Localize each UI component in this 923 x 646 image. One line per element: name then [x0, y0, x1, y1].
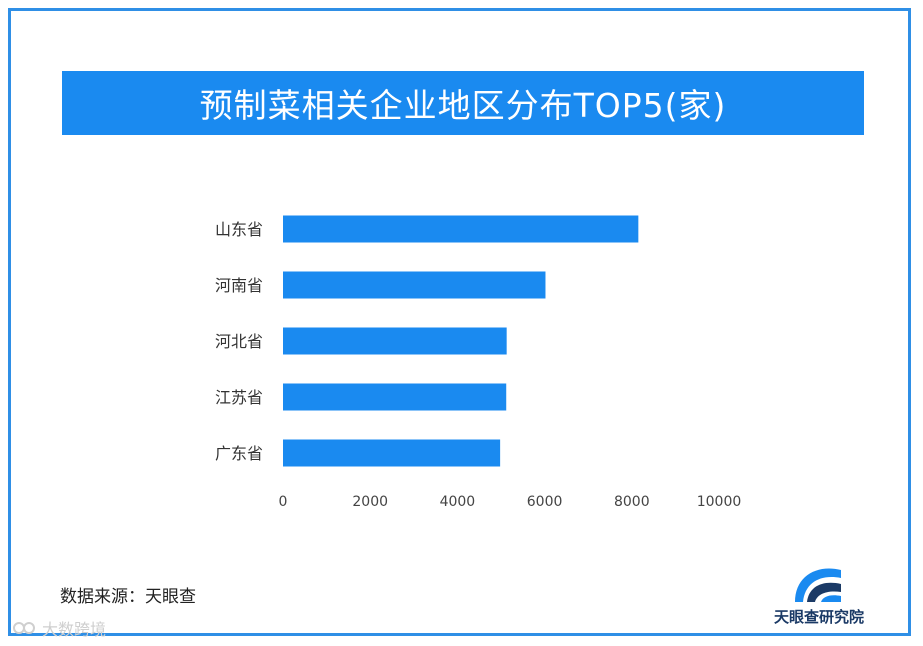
x-tick-label: 4000 — [440, 494, 476, 510]
brand-name: 天眼查研究院 — [773, 608, 864, 626]
watermark: 大数跨境 — [12, 616, 106, 640]
brand-block: 天眼查研究院 — [764, 560, 874, 627]
tianyancha-logo-icon — [795, 568, 841, 602]
watermark-text: 大数跨境 — [42, 620, 107, 639]
title-banner: 预制菜相关企业地区分布TOP5(家) — [62, 71, 864, 135]
x-tick-label: 2000 — [352, 494, 388, 510]
bar-4 — [283, 383, 507, 411]
data-source-note: 数据来源：天眼查 — [60, 587, 196, 607]
category-label: 江苏省 — [215, 388, 263, 407]
bar-1 — [283, 215, 639, 243]
category-label: 山东省 — [215, 220, 263, 239]
category-label: 河北省 — [215, 332, 263, 351]
x-tick-label: 0 — [279, 494, 288, 510]
x-tick-label: 10000 — [697, 494, 742, 510]
bar-2 — [283, 271, 546, 299]
category-label: 广东省 — [215, 444, 263, 463]
bar-3 — [283, 327, 507, 355]
category-label: 河南省 — [215, 276, 263, 295]
bar-5 — [283, 439, 501, 467]
chart-title: 预制菜相关企业地区分布TOP5(家) — [199, 86, 727, 125]
watermark-logo-icon — [13, 622, 35, 634]
x-tick-label: 6000 — [527, 494, 563, 510]
x-tick-label: 8000 — [614, 494, 650, 510]
